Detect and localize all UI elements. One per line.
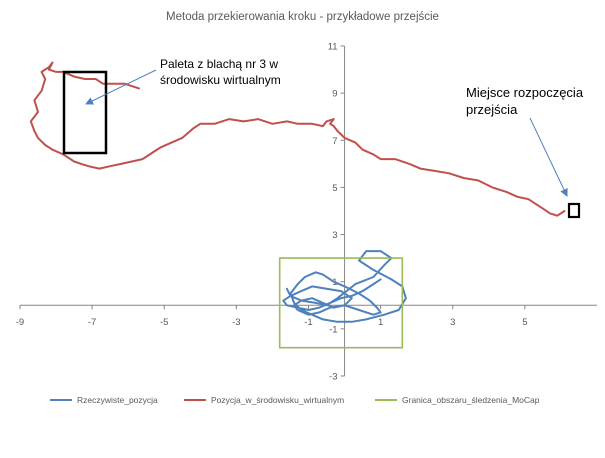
series-line-mocap-boundary	[278, 257, 404, 349]
y-tick-label: 11	[328, 42, 338, 53]
pallet-box	[62, 70, 108, 155]
x-tick-label: -1	[304, 317, 312, 328]
series-line-virtual-position	[29, 61, 566, 217]
y-tick-label: 5	[332, 183, 337, 194]
annotation-arrow-start	[529, 117, 568, 197]
annotation-pallet-line1: Paleta z blachą nr 3 w	[160, 57, 279, 71]
chart-title: Metoda przekierowania kroku - przykładow…	[166, 11, 439, 23]
annotation-pallet-line2: środowisku wirtualnym	[160, 72, 281, 87]
annotation-arrow-pallet	[85, 69, 157, 105]
y-tick-label: -3	[329, 372, 337, 383]
x-tick-label: 3	[450, 317, 455, 328]
annotation-start-line2: przejścia	[466, 101, 518, 117]
legend-swatch-real-position	[50, 399, 72, 401]
y-tick-label: -1	[329, 324, 337, 335]
legend-item-mocap-boundary: Granica_obszaru_śledzenia_MoCap	[375, 393, 540, 407]
series-line-real-position	[282, 250, 407, 323]
x-tick-label: 1	[378, 317, 383, 328]
y-tick-label: 7	[332, 136, 337, 147]
annotation-pallet: Paleta z blachą nr 3 w środowisku wirtua…	[160, 57, 281, 88]
legend-swatch-mocap-boundary	[375, 399, 397, 401]
annotation-start-line1: Miejsce rozpoczęcia	[466, 85, 584, 100]
y-tick-label: 9	[332, 89, 337, 100]
x-tick-label: -3	[232, 317, 240, 328]
legend-item-real-position: Rzeczywiste_pozycja	[50, 393, 158, 407]
legend-swatch-virtual-position	[184, 399, 206, 401]
legend-label-real-position: Rzeczywiste_pozycja	[77, 395, 158, 405]
legend-label-virtual-position: Pozycja_w_środowisku_wirtualnym	[211, 395, 345, 405]
x-tick-label: 5	[522, 317, 527, 328]
legend-label-mocap-boundary: Granica_obszaru_śledzenia_MoCap	[402, 395, 540, 405]
x-tick-label: -7	[88, 317, 96, 328]
x-tick-label: -9	[16, 317, 24, 328]
annotation-start: Miejsce rozpoczęcia przejścia	[466, 85, 583, 119]
legend-item-virtual-position: Pozycja_w_środowisku_wirtualnym	[184, 393, 344, 407]
y-tick-label: 3	[332, 230, 337, 241]
x-tick-label: -5	[160, 317, 168, 328]
legend: Rzeczywiste_pozycja Pozycja_w_środowisku…	[0, 393, 605, 407]
start-marker-box	[567, 202, 581, 219]
